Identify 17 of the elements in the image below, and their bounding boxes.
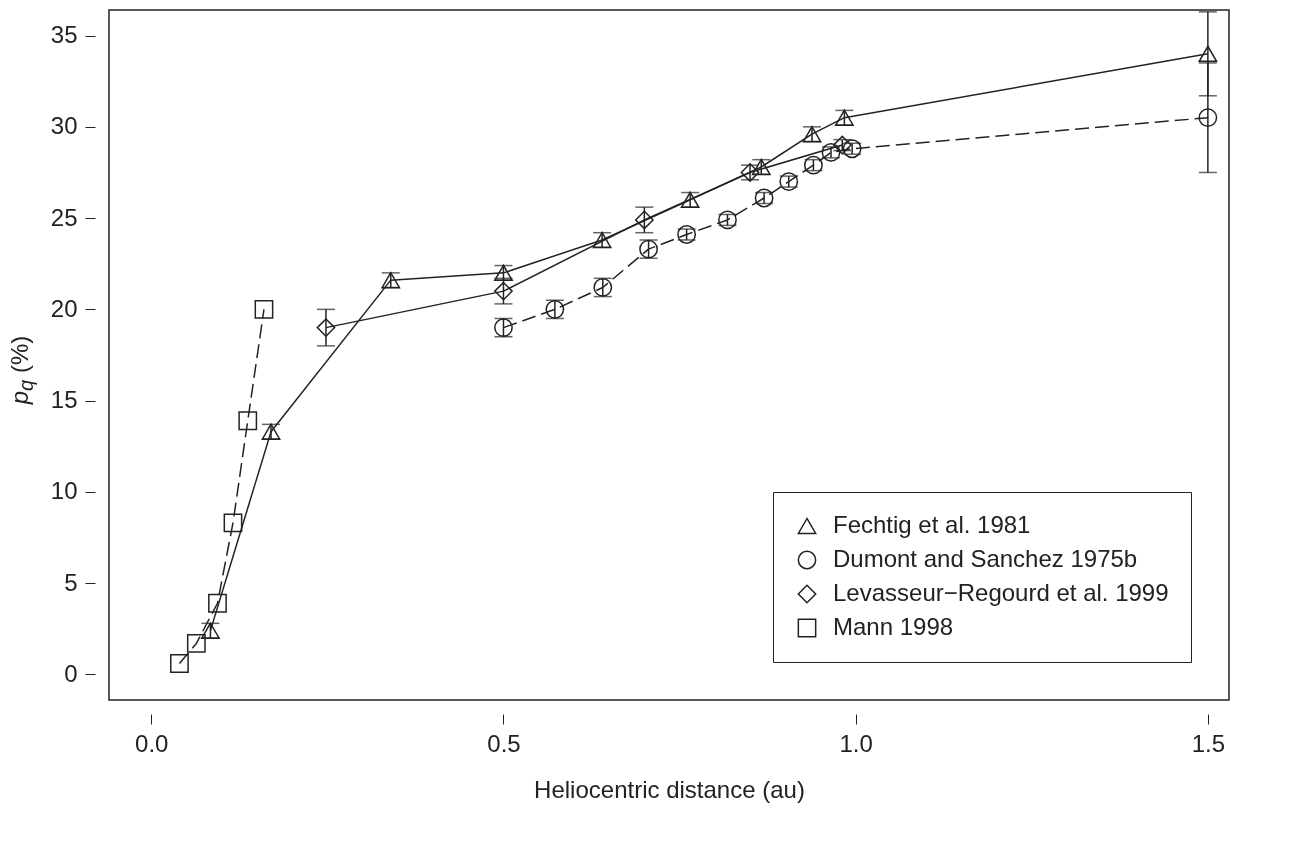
y-tick-label: 10: [50, 477, 78, 505]
y-tick-label: 15: [50, 386, 78, 414]
x-tick-label: 0.5: [487, 729, 521, 757]
legend-label: Fechtig et al. 1981: [833, 511, 1031, 538]
y-tick-label: 20: [50, 294, 78, 322]
legend-label: Mann 1998: [833, 613, 954, 640]
x-tick-label: 1.5: [1191, 729, 1226, 757]
y-tick-label: 35: [50, 21, 78, 49]
legend-label: Dumont and Sanchez 1975b: [833, 545, 1138, 572]
x-axis-title: Heliocentric distance (au): [534, 775, 805, 803]
x-tick-label: 1.0: [839, 729, 873, 757]
legend-label: Levasseur−Regourd et al. 1999: [833, 579, 1169, 606]
y-tick-label: 0: [64, 659, 78, 687]
y-tick-label: 5: [64, 568, 78, 596]
x-tick-label: 0.0: [135, 729, 169, 757]
y-tick-label: 30: [50, 112, 78, 140]
y-tick-label: 25: [50, 203, 78, 231]
